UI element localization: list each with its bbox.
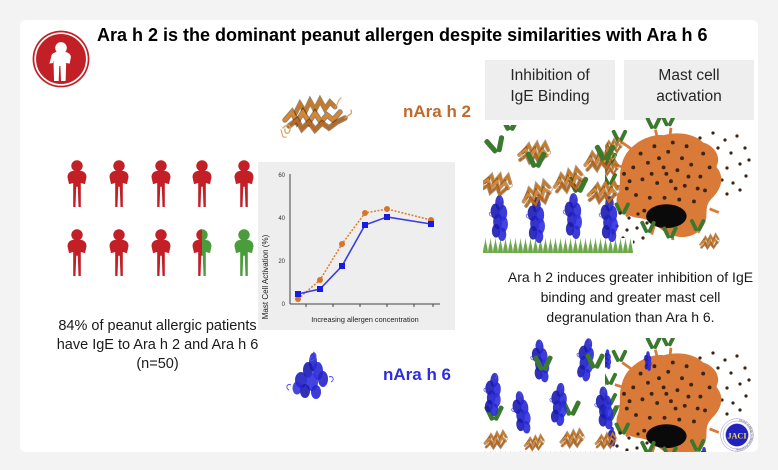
svg-text:Mast Cell Activation (%): Mast Cell Activation (%) — [261, 234, 270, 319]
svg-text:JACI: JACI — [727, 431, 746, 440]
svg-text:60: 60 — [278, 173, 285, 179]
svg-text:40: 40 — [278, 216, 285, 222]
svg-text:20: 20 — [278, 259, 285, 265]
svg-text:0: 0 — [282, 302, 286, 308]
svg-text:Increasing allergen concentrat: Increasing allergen concentration — [311, 315, 419, 324]
